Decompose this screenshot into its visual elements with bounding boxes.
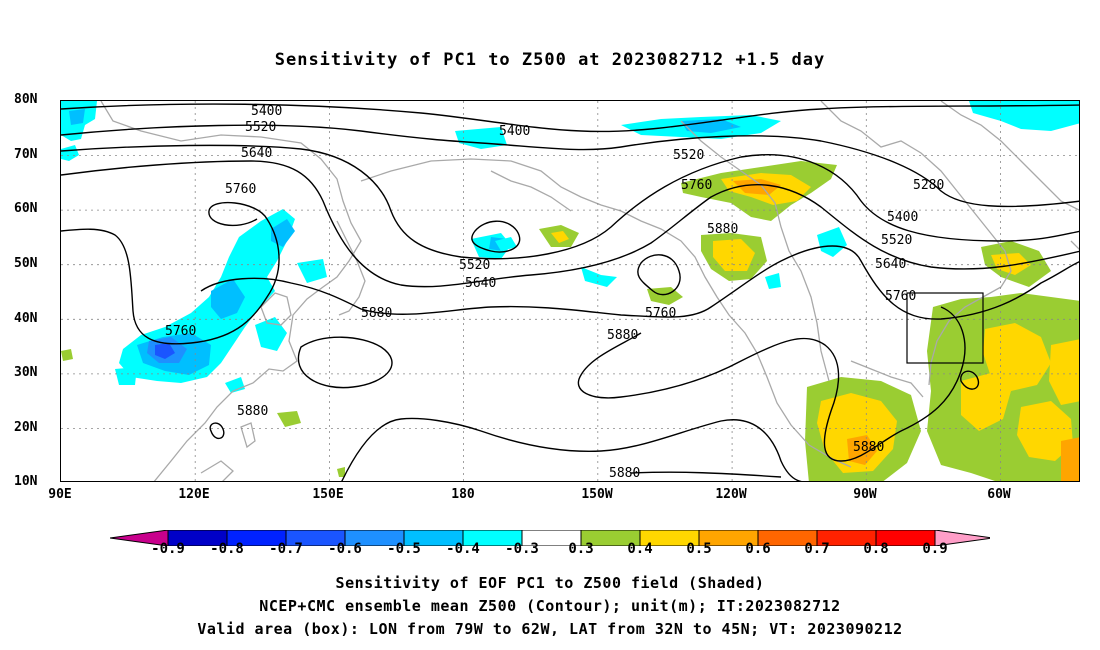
lon-label-60w: 60W xyxy=(987,487,1011,502)
lat-label-70n: 70N xyxy=(14,147,38,162)
colorbar-label: 0.4 xyxy=(627,541,653,557)
colorbar xyxy=(110,530,990,546)
lat-label-10n: 10N xyxy=(14,474,38,489)
contour-label: 5760 xyxy=(885,289,916,304)
contour-label: 5520 xyxy=(881,233,912,248)
colorbar-label: -0.3 xyxy=(505,541,539,557)
contour-label: 5640 xyxy=(241,146,272,161)
lon-label-120w: 120W xyxy=(715,487,747,502)
plot-title: Sensitivity of PC1 to Z500 at 2023082712… xyxy=(274,50,826,70)
colorbar-label: -0.4 xyxy=(446,541,480,557)
lat-label-60n: 60N xyxy=(14,201,38,216)
graticule xyxy=(61,101,1079,481)
lat-label-40n: 40N xyxy=(14,311,38,326)
contour-label: 5880 xyxy=(609,466,640,481)
contour-label: 5880 xyxy=(853,440,884,455)
colorbar-label: 0.5 xyxy=(686,541,712,557)
map-panel: 5400 5520 5640 5760 5400 5520 5760 5280 … xyxy=(60,100,1080,482)
colorbar-label: -0.9 xyxy=(151,541,185,557)
lat-label-20n: 20N xyxy=(14,420,38,435)
caption-line-2: NCEP+CMC ensemble mean Z500 (Contour); u… xyxy=(259,597,841,615)
contour-label: 5760 xyxy=(225,182,256,197)
map-canvas: 5400 5520 5640 5760 5400 5520 5760 5280 … xyxy=(61,101,1079,481)
contour-label: 5280 xyxy=(913,178,944,193)
colorbar-label: -0.6 xyxy=(328,541,362,557)
colorbar-label: -0.8 xyxy=(210,541,244,557)
contour-label: 5880 xyxy=(607,328,638,343)
colorbar-label: 0.6 xyxy=(745,541,771,557)
contour-label: 5760 xyxy=(681,178,712,193)
colorbar-label: -0.5 xyxy=(387,541,421,557)
contour-label: 5400 xyxy=(499,124,530,139)
caption-line-3: Valid area (box): LON from 79W to 62W, L… xyxy=(197,620,903,638)
contour-label: 5400 xyxy=(887,210,918,225)
colorbar-label: -0.7 xyxy=(269,541,303,557)
lat-label-30n: 30N xyxy=(14,365,38,380)
lon-label-120e: 120E xyxy=(178,487,210,502)
contour-label: 5880 xyxy=(361,306,392,321)
caption-line-1: Sensitivity of EOF PC1 to Z500 field (Sh… xyxy=(335,574,765,592)
contour-label: 5520 xyxy=(459,258,490,273)
lon-label-150w: 150W xyxy=(581,487,613,502)
lon-label-90w: 90W xyxy=(853,487,877,502)
colorbar-label: 0.9 xyxy=(922,541,948,557)
z500-contours xyxy=(61,103,1079,481)
contour-label: 5880 xyxy=(707,222,738,237)
lat-label-50n: 50N xyxy=(14,256,38,271)
lon-label-150e: 150E xyxy=(312,487,344,502)
lon-label-180: 180 xyxy=(451,487,475,502)
colorbar-label: 0.7 xyxy=(804,541,830,557)
contour-label: 5640 xyxy=(875,257,906,272)
colorbar-cell xyxy=(934,530,990,546)
coastlines xyxy=(100,101,1079,481)
lon-label-90e: 90E xyxy=(48,487,72,502)
contour-label: 5880 xyxy=(237,404,268,419)
contour-label: 5520 xyxy=(245,120,276,135)
lat-label-80n: 80N xyxy=(14,92,38,107)
valid-area-box xyxy=(906,292,984,364)
contour-labels: 5400 5520 5640 5760 5400 5520 5760 5280 … xyxy=(165,104,944,481)
colorbar-label: 0.8 xyxy=(863,541,889,557)
contour-label: 5760 xyxy=(645,306,676,321)
contour-label: 5640 xyxy=(465,276,496,291)
contour-label: 5760 xyxy=(165,324,196,339)
contour-label: 5520 xyxy=(673,148,704,163)
colorbar-label: 0.3 xyxy=(568,541,594,557)
contour-label: 5400 xyxy=(251,104,282,119)
